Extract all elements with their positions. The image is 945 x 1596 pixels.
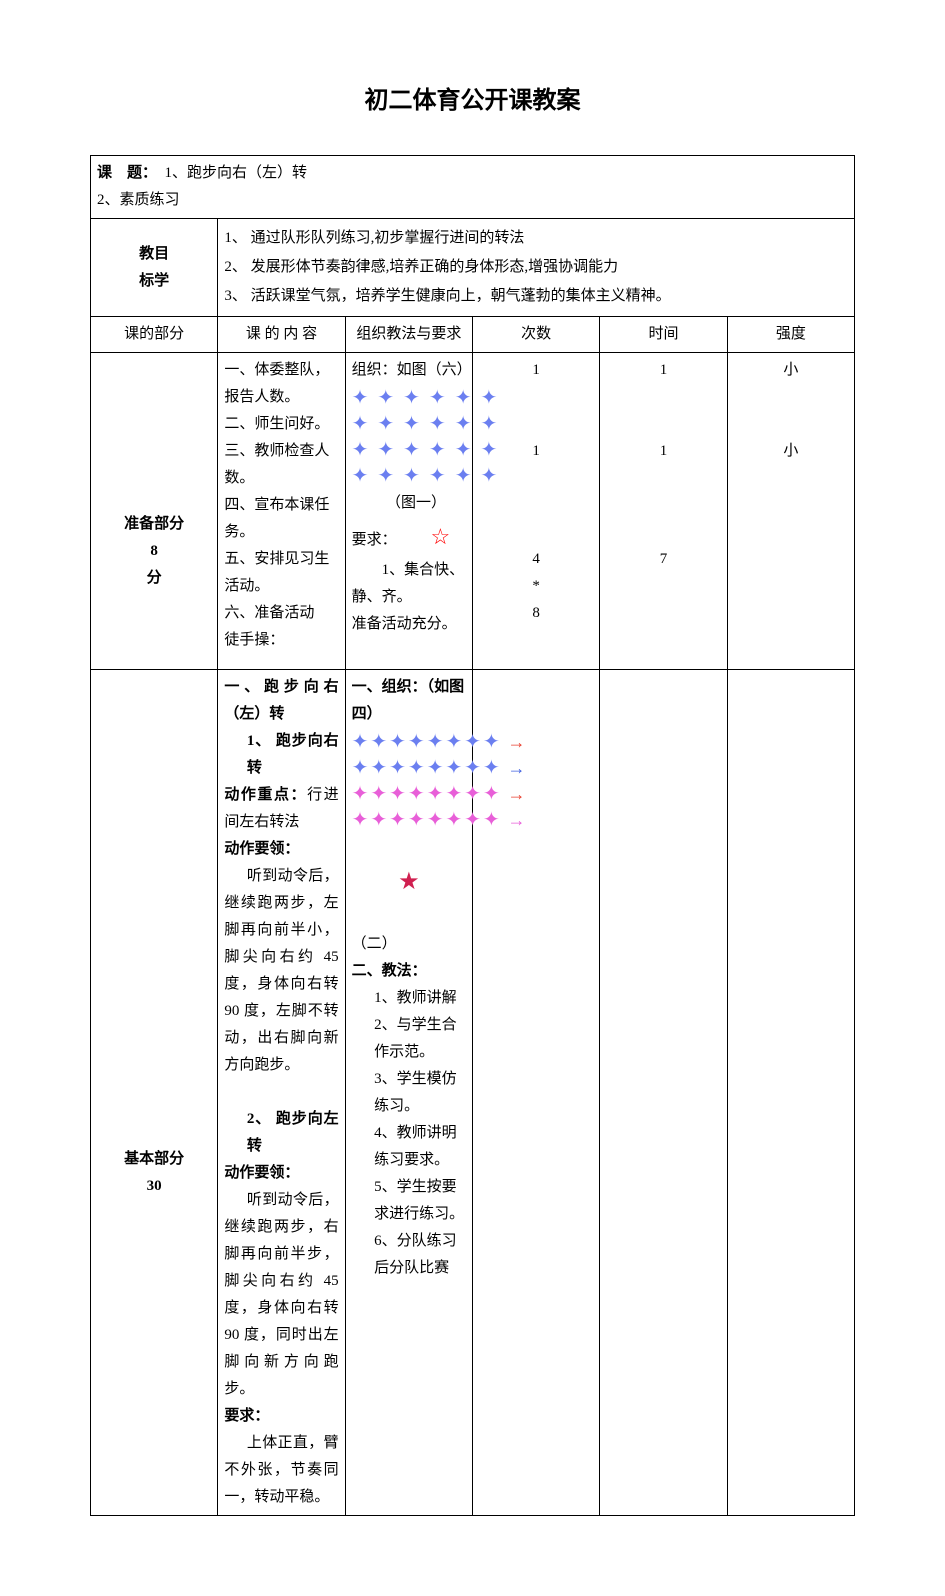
- prep-fig-label: （图一）: [352, 490, 466, 517]
- prep-label: 准备部分 8 分: [91, 353, 218, 670]
- main-sub1-title: 1、 跑步向右转: [224, 728, 338, 782]
- sub1-tech-label: 动作要领：: [224, 836, 338, 863]
- main-req-label: 要求：: [224, 1403, 338, 1430]
- prep-intensity: 小 小: [727, 353, 854, 670]
- prep-label-top: 准备部分: [124, 516, 184, 532]
- topic-cell: 课 题： 1、跑步向右（左）转 2、素质练习: [91, 156, 346, 219]
- main-row: 基本部分 30 一、跑步向右（左）转 1、 跑步向右转 动作重点：行进间左右转法…: [91, 669, 855, 1515]
- goal-2: 2、 发展形体节奏韵律感,培养正确的身体形态,增强协调能力: [224, 254, 848, 281]
- lesson-plan-table: 课 题： 1、跑步向右（左）转 2、素质练习 教目标学 1、 通过队形队列练习,…: [90, 155, 855, 1516]
- main-sub2-title: 2、 跑步向左转: [224, 1106, 338, 1160]
- main-org: 一、组织：（如图四） ✦✦✦✦✦✦✦✦ → ✦✦✦✦✦✦✦✦ → ✦✦✦✦✦✦✦…: [345, 669, 472, 1515]
- prep-org: 组织：如图（六） ✦ ✦ ✦ ✦ ✦ ✦ ✦ ✦ ✦ ✦ ✦ ✦ ✦ ✦ ✦ ✦…: [345, 353, 472, 670]
- formation2-row-1: ✦✦✦✦✦✦✦✦ →: [352, 730, 466, 754]
- goals-row: 教目标学 1、 通过队形队列练习,初步掌握行进间的转法 2、 发展形体节奏韵律感…: [91, 219, 855, 317]
- prep-time: 1 1 7: [600, 353, 727, 670]
- prep-line-7: 徒手操：: [224, 627, 338, 654]
- prep-req-line: 要求： ☆: [352, 517, 466, 557]
- teach-step-4: 4、教师讲明练习要求。: [352, 1120, 466, 1174]
- main-time: [600, 669, 727, 1515]
- tm-3: 1: [660, 443, 668, 459]
- goals-label: 教目标学: [91, 219, 218, 317]
- tm-7: 7: [660, 551, 668, 567]
- page-title: 初二体育公开课教案: [90, 80, 855, 115]
- prep-req-label: 要求：: [352, 532, 397, 548]
- hdr-intensity: 强度: [727, 317, 854, 353]
- int-3: 小: [783, 443, 798, 459]
- teach-step-1: 1、教师讲解: [352, 985, 466, 1012]
- main-sub1-focus-line: 动作重点：行进间左右转法: [224, 782, 338, 836]
- topic-cell-ext: [345, 156, 854, 219]
- hdr-count: 次数: [472, 317, 599, 353]
- goal-3: 3、 活跃课堂气氛，培养学生健康向上，朝气蓬勃的集体主义精神。: [224, 283, 848, 310]
- hdr-org: 组织教法与要求: [345, 317, 472, 353]
- main-heading1: 一、跑步向右（左）转: [224, 674, 338, 728]
- main-fig2-label: （二）: [352, 931, 466, 958]
- main-label-mid: 30: [147, 1178, 162, 1194]
- prep-line-3: 三、教师检查人数。: [224, 438, 338, 492]
- formation2-row-3: ✦✦✦✦✦✦✦✦ →: [352, 782, 466, 806]
- prep-label-bot: 分: [147, 570, 162, 586]
- topic-row: 课 题： 1、跑步向右（左）转 2、素质练习: [91, 156, 855, 219]
- prep-req-2: 准备活动充分。: [352, 611, 466, 638]
- hdr-part: 课的部分: [91, 317, 218, 353]
- main-req-text: 上体正直，臂不外张，节奏同一，转动平稳。: [224, 1430, 338, 1511]
- int-0: 小: [783, 362, 798, 378]
- main-org-title: 一、组织：（如图四）: [352, 674, 466, 728]
- cnt-0: 1: [532, 362, 540, 378]
- hdr-time: 时间: [600, 317, 727, 353]
- teach-step-3: 3、学生模仿练习。: [352, 1066, 466, 1120]
- cnt-9: 8: [532, 605, 540, 621]
- column-header-row: 课的部分 课 的 内 容 组织教法与要求 次数 时间 强度: [91, 317, 855, 353]
- formation2-row-2: ✦✦✦✦✦✦✦✦ →: [352, 756, 466, 780]
- main-content: 一、跑步向右（左）转 1、 跑步向右转 动作重点：行进间左右转法 动作要领： 听…: [218, 669, 345, 1515]
- teach-step-2: 2、与学生合作示范。: [352, 1012, 466, 1066]
- main-label-top: 基本部分: [124, 1151, 184, 1167]
- formation-row-3: ✦ ✦ ✦ ✦ ✦ ✦: [352, 438, 466, 462]
- prep-line-2: 二、师生问好。: [224, 411, 338, 438]
- prep-line-5: 五、安排见习生活动。: [224, 546, 338, 600]
- prep-org-title: 组织：如图（六）: [352, 357, 466, 384]
- main-label: 基本部分 30: [91, 669, 218, 1515]
- sub1-focus-label: 动作重点：: [224, 787, 307, 803]
- goals-content: 1、 通过队形队列练习,初步掌握行进间的转法 2、 发展形体节奏韵律感,培养正确…: [218, 219, 855, 317]
- teacher-star-icon: ☆: [430, 524, 450, 549]
- prep-req-1: 1、集合快、静、齐。: [352, 557, 466, 611]
- prep-line-1: 一、体委整队，报告人数。: [224, 357, 338, 411]
- teacher-star-2: ★: [352, 861, 466, 904]
- teach-step-6: 6、分队练习后分队比赛: [352, 1228, 466, 1282]
- sub1-tech: 听到动令后，继续跑两步，左脚再向前半小，脚尖向右约 45度，身体向右转 90 度…: [224, 863, 338, 1079]
- sub2-tech: 听到动令后，继续跑两步，右脚再向前半步，脚尖向右约 45度，身体向右转 90 度…: [224, 1187, 338, 1403]
- cnt-3: 1: [532, 443, 540, 459]
- cnt-7: 4: [532, 551, 540, 567]
- formation-row-4: ✦ ✦ ✦ ✦ ✦ ✦: [352, 464, 466, 488]
- topic-label: 课 题：: [97, 165, 150, 181]
- teach-step-5: 5、学生按要求进行练习。: [352, 1174, 466, 1228]
- hdr-content: 课 的 内 容: [218, 317, 345, 353]
- prep-content: 一、体委整队，报告人数。 二、师生问好。 三、教师检查人数。 四、宣布本课任务。…: [218, 353, 345, 670]
- sub2-tech-label: 动作要领：: [224, 1160, 338, 1187]
- formation-row-1: ✦ ✦ ✦ ✦ ✦ ✦: [352, 386, 466, 410]
- formation-row-2: ✦ ✦ ✦ ✦ ✦ ✦: [352, 412, 466, 436]
- prep-line-6: 六、准备活动: [224, 600, 338, 627]
- cnt-8: *: [532, 578, 540, 594]
- goal-1: 1、 通过队形队列练习,初步掌握行进间的转法: [224, 225, 848, 252]
- prep-line-4: 四、宣布本课任务。: [224, 492, 338, 546]
- prep-label-mid: 8: [150, 543, 158, 559]
- teach-title: 二、教法：: [352, 958, 466, 985]
- formation2-row-4: ✦✦✦✦✦✦✦✦ →: [352, 808, 466, 832]
- main-intensity: [727, 669, 854, 1515]
- tm-0: 1: [660, 362, 668, 378]
- prep-row: 准备部分 8 分 一、体委整队，报告人数。 二、师生问好。 三、教师检查人数。 …: [91, 353, 855, 670]
